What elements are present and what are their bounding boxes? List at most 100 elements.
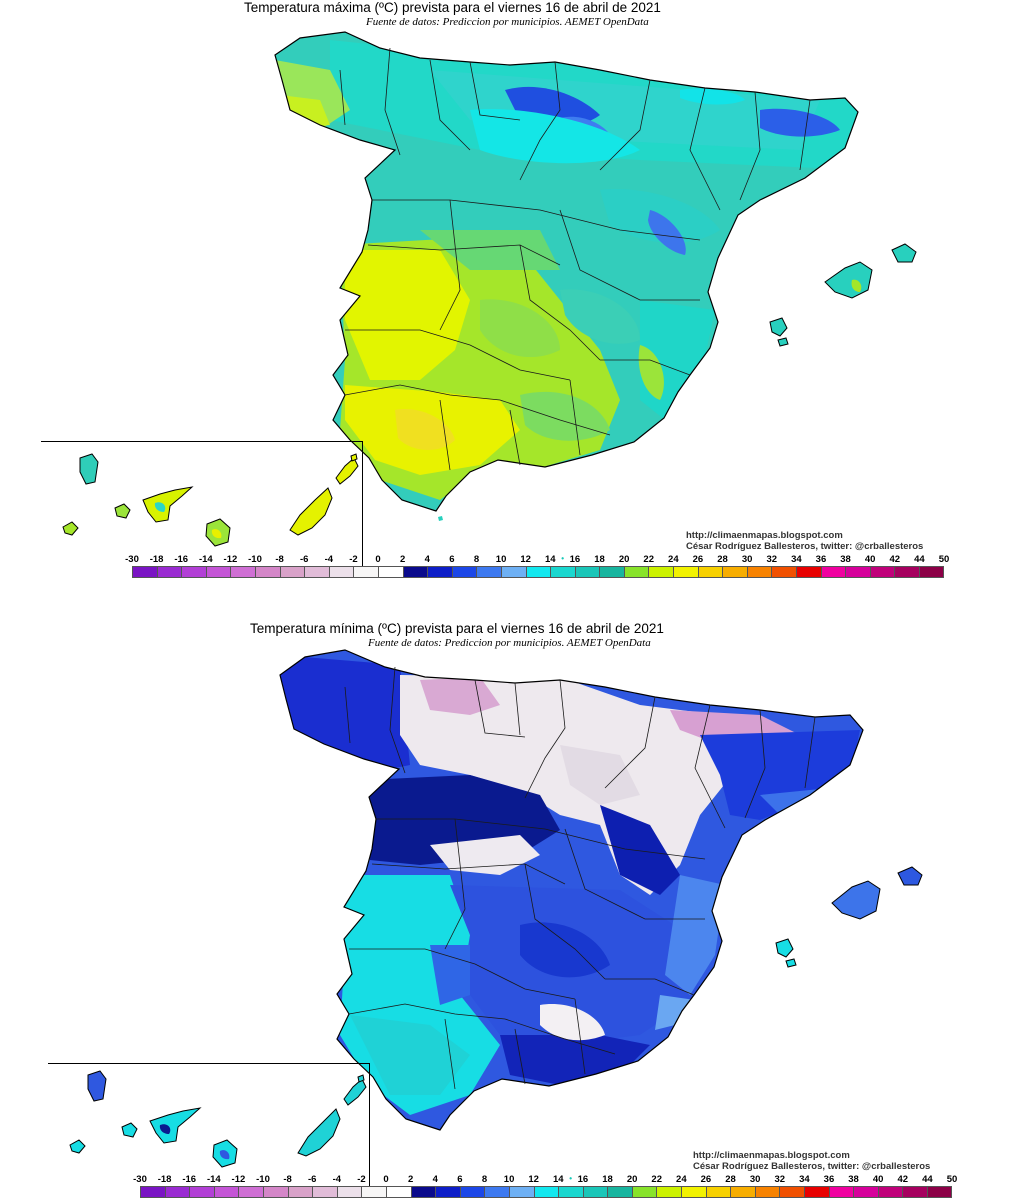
legend-swatch (476, 566, 501, 578)
legend-label: 30 (741, 554, 753, 565)
legend-label: 8 (481, 1174, 488, 1185)
legend-label: -10 (256, 1174, 270, 1185)
legend-swatch (902, 1186, 927, 1198)
legend-swatch (377, 566, 403, 578)
legend-label: 34 (799, 1174, 810, 1185)
legend-label: -14 (206, 1174, 221, 1185)
legend-label: 34 (791, 554, 802, 565)
legend-swatch (484, 1186, 509, 1198)
legend-label: -8 (283, 1174, 292, 1185)
legend-swatch (796, 566, 821, 578)
credit-block: http://climaenmapas.blogspot.com César R… (693, 1150, 930, 1172)
legend-swatch (754, 1186, 780, 1198)
legend-swatch (607, 1186, 632, 1198)
legend-label: -30 (125, 554, 139, 565)
legend-label: 28 (717, 554, 728, 565)
legend-swatch (205, 566, 231, 578)
legend-swatch (681, 1186, 706, 1198)
legend-swatch (156, 566, 182, 578)
legend-swatch (623, 566, 649, 578)
legend-swatch (894, 566, 919, 578)
legend-label: 40 (872, 1174, 884, 1185)
legend-label: -6 (308, 1174, 317, 1185)
legend-label: 32 (766, 554, 778, 565)
legend-swatch (648, 566, 674, 578)
legend-label: 4 (432, 1174, 438, 1185)
legend-label: 12 (520, 554, 531, 565)
legend-label: 42 (897, 1174, 909, 1185)
legend-swatch (877, 1186, 903, 1198)
legend-label: -12 (231, 1174, 246, 1185)
legend-label: -2 (357, 1174, 366, 1185)
legend-label: -8 (275, 554, 284, 565)
legend-swatch (500, 566, 526, 578)
credit-author: César Rodríguez Ballesteros, twitter: @c… (693, 1161, 931, 1172)
legend-label: 24 (676, 1174, 687, 1185)
legend-swatch (287, 1186, 313, 1198)
canary-inset-frame (41, 441, 363, 569)
map-subtitle: Fuente de datos: Prediccion por municipi… (366, 16, 649, 28)
legend-label: 38 (840, 554, 851, 565)
legend-swatch (427, 566, 452, 578)
legend-swatch (385, 1186, 411, 1198)
legend-swatch (771, 566, 797, 578)
map-title: Temperatura mínima (ºC) prevista para el… (250, 621, 664, 636)
legend-label: 16 (577, 1174, 589, 1185)
legend-labels: -30 -18 -16 -14 -12 -10 -8 -6 -4 -2 0 2 4 6 8 10 12 14 16 1… (133, 1174, 957, 1186)
legend-swatch (336, 1186, 362, 1198)
legend-label: 40 (864, 554, 876, 565)
legend-label: -4 (332, 1174, 342, 1185)
legend-label: 36 (815, 554, 827, 565)
spain-min-temperature-map (69, 649, 923, 1168)
legend-label: -30 (133, 1174, 147, 1185)
legend-swatch (853, 1186, 878, 1198)
legend-label: 50 (938, 554, 950, 565)
legend-label: -16 (174, 554, 189, 565)
legend-swatch (656, 1186, 682, 1198)
legend-swatch (582, 1186, 608, 1198)
legend-label: 22 (651, 1174, 663, 1185)
legend-label: 26 (700, 1174, 712, 1185)
min-temperature-panel: Temperatura mínima (ºC) prevista para el… (0, 615, 1024, 1198)
legend-label: 6 (457, 1174, 463, 1185)
temperature-legend (140, 1186, 952, 1198)
legend-label: 2 (408, 1174, 414, 1185)
legend-label: 44 (914, 554, 925, 565)
legend-marker-icon: • (561, 554, 564, 563)
legend-swatch (525, 566, 551, 578)
legend-swatch (262, 1186, 288, 1198)
max-temperature-panel: Temperatura máxima (ºC) prevista para el… (0, 0, 1024, 590)
legend-label: 18 (594, 554, 605, 565)
legend-label: 44 (922, 1174, 933, 1185)
legend-swatch (705, 1186, 731, 1198)
legend-swatch (919, 566, 944, 578)
legend-swatch (746, 566, 772, 578)
legend-swatch (230, 566, 255, 578)
legend-label: 0 (383, 1174, 389, 1185)
legend-swatch (459, 1186, 485, 1198)
legend-swatch (673, 566, 698, 578)
legend-swatch (820, 566, 846, 578)
legend-swatch (279, 566, 305, 578)
legend-label: 0 (375, 554, 381, 565)
legend-label: 14 (553, 1174, 564, 1185)
map-subtitle: Fuente de datos: Prediccion por municipi… (368, 637, 651, 649)
legend-swatch (132, 566, 157, 578)
legend-label: 38 (848, 1174, 859, 1185)
legend-swatch (631, 1186, 657, 1198)
legend-swatch (361, 1186, 386, 1198)
legend-swatch (402, 566, 428, 578)
legend-label: -18 (157, 1174, 172, 1185)
legend-swatch (508, 1186, 534, 1198)
legend-swatch (304, 566, 329, 578)
legend-label: 6 (449, 554, 455, 565)
legend-swatch (804, 1186, 829, 1198)
legend-swatch (697, 566, 723, 578)
legend-swatch (722, 566, 747, 578)
credit-url: http://climaenmapas.blogspot.com (686, 530, 843, 541)
legend-label: -16 (182, 1174, 197, 1185)
legend-label: 36 (823, 1174, 835, 1185)
legend-label: -18 (149, 554, 164, 565)
spain-max-temperature-map (62, 31, 917, 547)
legend-label: -12 (223, 554, 238, 565)
